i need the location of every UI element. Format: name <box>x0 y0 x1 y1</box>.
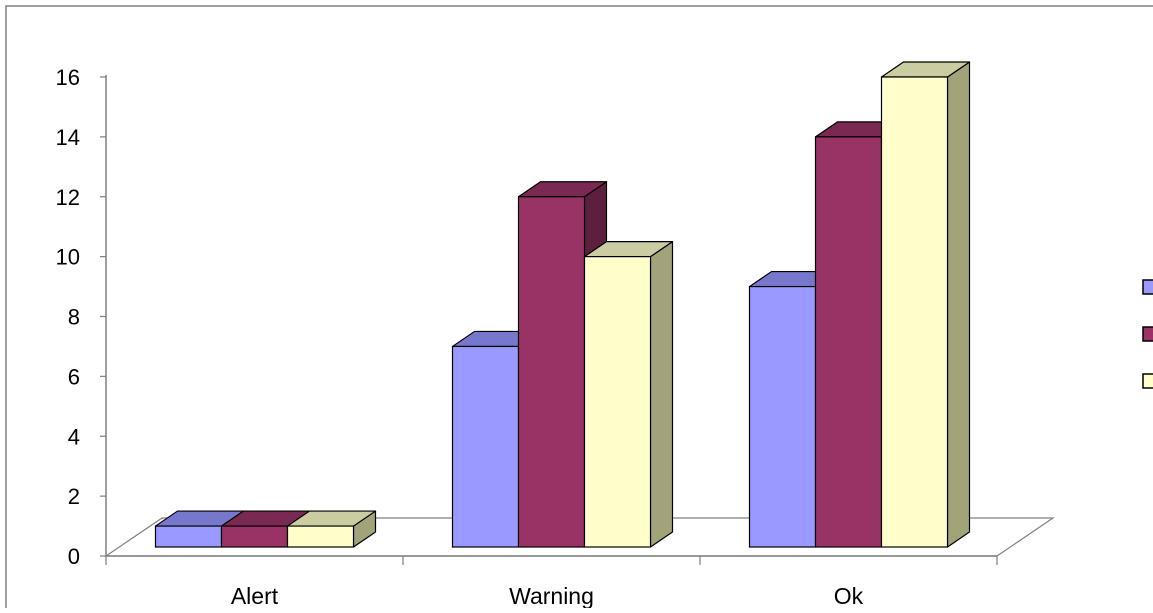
legend <box>1142 279 1153 389</box>
bar-front <box>583 256 652 548</box>
y-tick-label: 4 <box>68 424 80 449</box>
y-tick-label: 12 <box>56 185 80 210</box>
y-tick-label: 2 <box>68 484 80 509</box>
axes: 0 2 4 6 8 10 12 14 16 Alert Warning Ok <box>56 65 998 609</box>
y-tick-label: 0 <box>68 544 80 569</box>
y-tick-label: 14 <box>56 125 80 150</box>
bar-front <box>748 285 817 548</box>
bar-front <box>451 345 520 548</box>
legend-swatch <box>1142 373 1153 389</box>
bar <box>880 61 971 548</box>
bar-front <box>880 76 949 548</box>
bar-side <box>649 241 674 548</box>
bar <box>286 510 377 548</box>
bar-front <box>814 136 883 548</box>
y-tick-label: 6 <box>68 364 80 389</box>
bar <box>583 241 674 548</box>
legend-swatch <box>1142 326 1153 342</box>
bar-front <box>517 196 586 548</box>
y-tick-label: 8 <box>68 305 80 330</box>
bar-front <box>220 525 289 548</box>
x-tick-label: Alert <box>231 583 279 608</box>
bars <box>154 61 971 548</box>
y-tick-label: 10 <box>56 245 80 270</box>
x-tick-label: Ok <box>834 583 864 608</box>
y-tick-label: 16 <box>56 65 80 90</box>
bar-side <box>946 61 971 548</box>
x-tick-label: Warning <box>509 583 594 608</box>
bar-front <box>154 525 223 548</box>
legend-swatch <box>1142 279 1153 295</box>
bar-front <box>286 525 355 548</box>
